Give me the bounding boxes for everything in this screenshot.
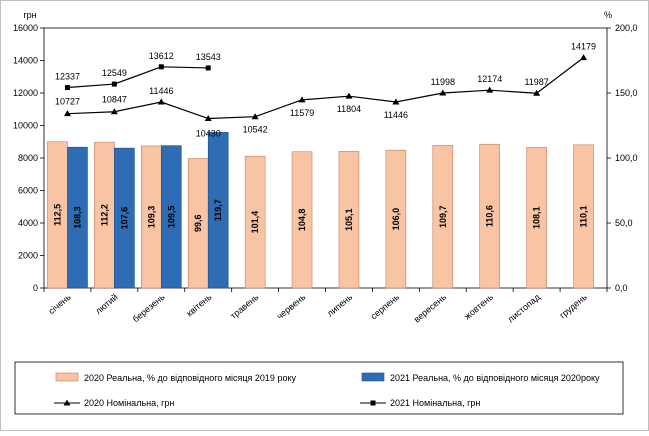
bar-2021 xyxy=(207,132,229,289)
bar-2020 xyxy=(291,151,313,289)
legend: 2020 Реальна, % до відповідного місяця 2… xyxy=(14,361,624,415)
line-value-label: 10847 xyxy=(102,95,127,105)
right-tick-label: 0,0 xyxy=(615,283,628,293)
right-tick-label: 200,0 xyxy=(615,23,638,33)
bar-value-label: 108,3 xyxy=(72,206,82,229)
bar-value-label: 109,3 xyxy=(146,206,156,229)
bar-2020 xyxy=(432,145,454,289)
line-value-label: 12174 xyxy=(477,74,502,84)
lines xyxy=(63,54,588,122)
line-value-label: 13543 xyxy=(196,52,221,62)
bar-2021 xyxy=(160,145,182,289)
legend-swatch xyxy=(361,372,385,382)
line-value-label: 11446 xyxy=(149,86,173,96)
legend-label: 2020 Номінальна, грн xyxy=(84,398,174,408)
bar-value-label: 109,5 xyxy=(166,206,176,229)
bar-value-label: 112,5 xyxy=(52,204,62,226)
bar-2020 xyxy=(573,144,594,289)
bar-value-label: 109,7 xyxy=(438,205,448,228)
marker-square xyxy=(111,81,117,87)
legend-label: 2021 Номінальна, грн xyxy=(390,398,480,408)
left-tick-label: 2000 xyxy=(18,251,38,261)
marker-triangle xyxy=(204,115,212,122)
line-value-label: 12549 xyxy=(102,68,127,78)
bar-value-label: 105,1 xyxy=(344,208,354,231)
marker-triangle xyxy=(63,110,71,117)
left-tick-label: 4000 xyxy=(18,218,38,228)
bar-value-label: 107,6 xyxy=(119,207,129,230)
legend-label: 2021 Реальна, % до відповідного місяця 2… xyxy=(390,373,600,383)
line-value-label: 13612 xyxy=(149,51,174,61)
marker-triangle xyxy=(439,89,447,96)
marker-triangle xyxy=(110,108,118,115)
line-value-label: 11804 xyxy=(337,104,361,114)
right-tick-label: 50,0 xyxy=(615,218,633,228)
left-tick-label: 6000 xyxy=(18,186,38,196)
marker-square xyxy=(64,85,70,91)
line-value-label: 11987 xyxy=(524,77,548,87)
legend-box xyxy=(14,361,624,415)
bar-value-label: 110,1 xyxy=(579,205,589,227)
marker-triangle xyxy=(345,92,353,99)
line-value-label: 12337 xyxy=(55,72,80,82)
left-tick-label: 12000 xyxy=(13,88,38,98)
right-axis-unit: % xyxy=(604,10,612,20)
marker-triangle xyxy=(157,98,165,105)
line-2020-nominal xyxy=(67,57,584,120)
marker-square xyxy=(158,64,164,70)
bar-value-label: 101,4 xyxy=(250,211,260,234)
bar-value-label: 112,2 xyxy=(99,204,109,226)
bar-value-label: 104,8 xyxy=(297,209,307,232)
line-value-label: 11998 xyxy=(431,77,455,87)
data-labels: 112,5 112,2 109,3 99,6 101,4 104,8 105,1 106,0 1… xyxy=(52,42,596,234)
marker-triangle xyxy=(392,98,400,105)
line-value-label: 14179 xyxy=(571,42,596,52)
right-tick-label: 100,0 xyxy=(615,153,638,163)
left-tick-label: 10000 xyxy=(13,121,38,131)
bar-value-label: 110,6 xyxy=(485,205,495,227)
legend-swatch xyxy=(55,372,79,382)
marker-triangle xyxy=(486,86,494,93)
legend-marker-triangle xyxy=(63,399,71,406)
bar-2020 xyxy=(385,149,407,289)
line-value-label: 10727 xyxy=(55,97,80,107)
left-tick-label: 8000 xyxy=(18,153,38,163)
bar-value-label: 106,0 xyxy=(391,208,401,231)
legend-label: 2020 Реальна, % до відповідного місяця 2… xyxy=(84,373,296,383)
marker-triangle xyxy=(580,54,588,61)
bar-2021 xyxy=(67,146,88,289)
bar-2020 xyxy=(479,143,501,289)
line-value-label: 10542 xyxy=(243,125,268,135)
marker-square xyxy=(205,65,211,71)
legend-marker-square xyxy=(370,400,376,406)
bar-2020 xyxy=(526,147,547,289)
marker-triangle xyxy=(251,113,259,120)
left-axis-unit: грн xyxy=(23,10,36,20)
bar-value-label: 99,6 xyxy=(193,214,203,232)
line-2021-nominal xyxy=(67,66,209,89)
bar-2020 xyxy=(244,155,266,289)
left-tick-label: 14000 xyxy=(13,56,38,66)
right-tick-label: 150,0 xyxy=(615,88,638,98)
marker-triangle xyxy=(533,89,541,96)
bar-value-label: 108,1 xyxy=(532,206,542,229)
bar-2021 xyxy=(114,147,135,289)
bar-value-label: 119,7 xyxy=(213,199,223,221)
marker-triangle xyxy=(298,96,306,103)
line-value-label: 11579 xyxy=(290,108,314,118)
left-tick-label: 0 xyxy=(33,283,38,293)
line-value-label: 10430 xyxy=(196,129,221,139)
line-value-label: 11446 xyxy=(384,110,408,120)
left-tick-label: 16000 xyxy=(13,23,38,33)
bars xyxy=(47,132,594,289)
bar-2020 xyxy=(338,151,360,289)
